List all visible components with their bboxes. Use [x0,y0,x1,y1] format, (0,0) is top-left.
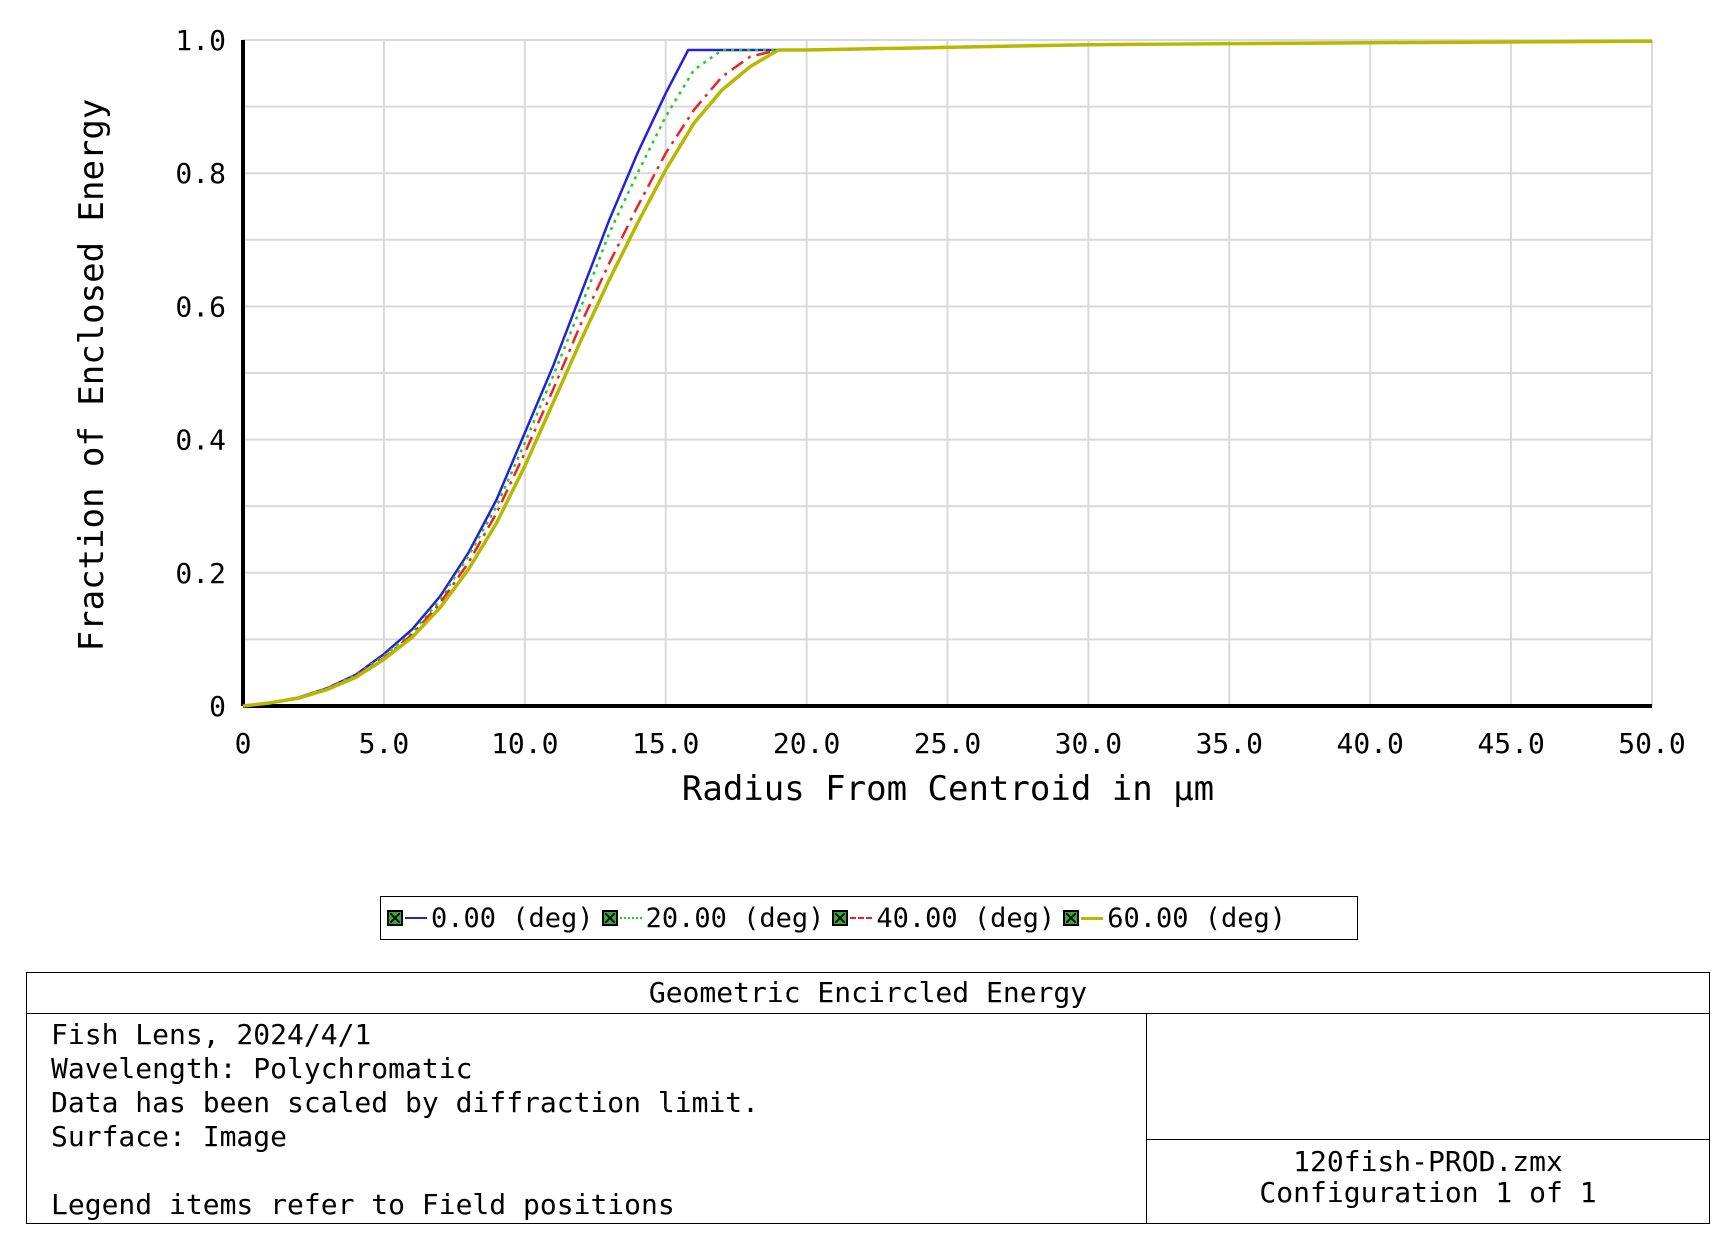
info-file-cell: 120fish-PROD.zmx Configuration 1 of 1 [1147,1140,1709,1223]
y-tick-label: 0 [209,690,226,723]
legend-label: 40.00 (deg) [876,902,1056,934]
legend-swatch-solid-blue [405,917,427,919]
info-line: Legend items refer to Field positions [51,1188,675,1221]
legend-label: 0.00 (deg) [431,902,594,934]
legend-item-2: 40.00 (deg) [832,903,1055,934]
info-line: Surface: Image [51,1120,288,1153]
x-tick-label: 15.0 [632,727,699,760]
legend-item-3: 60.00 (deg) [1063,903,1286,934]
y-tick-label: 0.6 [175,290,226,323]
legend-swatch-dotted-green [619,917,642,919]
series-line-1 [242,40,1653,708]
tick-labels: 0 5.0 10.0 15.0 20.0 25.0 30.0 35.0 40.0 45.0 50.0… [175,24,1685,760]
x-tick-label: 0 [235,727,252,760]
x-tick-label: 30.0 [1055,727,1122,760]
axes [241,40,1652,708]
y-tick-label: 1.0 [175,24,226,57]
legend: 0.00 (deg) 20.00 (deg) 40.00 (deg) 60.00… [380,896,1358,940]
legend-checkbox-icon[interactable] [601,910,618,926]
y-tick-label: 0.4 [175,424,226,457]
legend-checkbox-icon[interactable] [1063,910,1080,926]
series-line-3 [242,39,1653,708]
x-tick-label: 45.0 [1477,727,1544,760]
x-tick-label: 20.0 [773,727,840,760]
legend-item-1: 20.00 (deg) [601,902,825,934]
y-tick-label: 0.8 [175,157,226,190]
info-description: Fish Lens, 2024/4/1 Wavelength: Polychro… [27,1014,1147,1223]
legend-checkbox-icon[interactable] [387,910,403,926]
y-axis-label: Fraction of Enclosed Energy [72,99,112,652]
file-name: 120fish-PROD.zmx [1293,1145,1563,1178]
y-tick-label: 0.2 [175,557,226,590]
x-tick-label: 25.0 [914,727,981,760]
grid-lines [242,39,1653,707]
x-axis-label: Radius From Centroid in µm [682,769,1214,809]
info-line: Data has been scaled by diffraction limi… [51,1086,760,1119]
legend-label: 20.00 (deg) [645,902,825,934]
series-lines [242,39,1653,708]
legend-swatch-dashdot-red [850,917,873,919]
encircled-energy-chart: 0 5.0 10.0 15.0 20.0 25.0 30.0 35.0 40.0 45.0 50.0… [72,24,1686,809]
configuration: Configuration 1 of 1 [1259,1176,1597,1209]
info-line: Wavelength: Polychromatic [51,1052,473,1085]
info-line [51,1154,1146,1188]
info-panel: Geometric Encircled Energy Fish Lens, 20… [26,972,1710,1224]
x-tick-label: 40.0 [1336,727,1403,760]
x-tick-label: 35.0 [1196,727,1263,760]
info-line: Fish Lens, 2024/4/1 [51,1018,372,1051]
legend-checkbox-icon[interactable] [832,910,849,926]
info-title: Geometric Encircled Energy [27,973,1709,1014]
legend-swatch-solid-olive [1081,916,1104,920]
x-tick-label: 10.0 [491,727,558,760]
x-tick-label: 5.0 [359,727,410,760]
legend-label: 60.00 (deg) [1107,902,1286,934]
x-tick-label: 50.0 [1618,727,1685,760]
info-blank-cell [1147,1014,1709,1140]
legend-item-0: 0.00 (deg) [387,903,594,934]
